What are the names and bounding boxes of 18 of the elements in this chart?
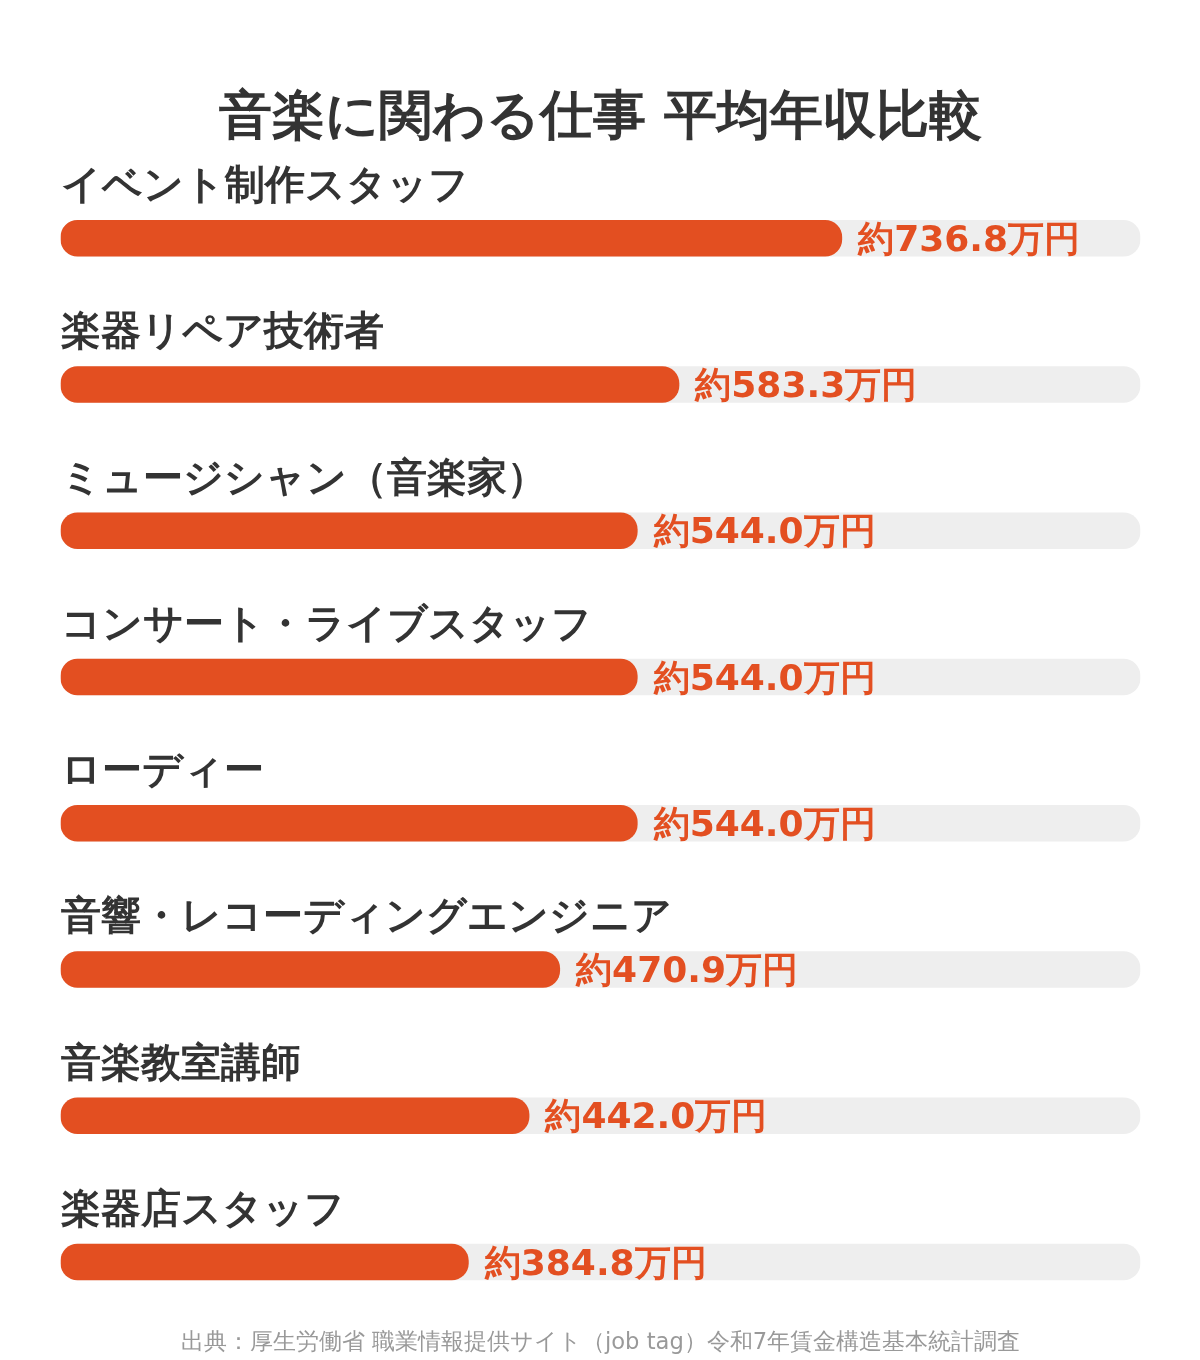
data-label: 約442.0万円 — [544, 1095, 768, 1137]
y-tick-label: 楽器リペア技術者 — [60, 307, 384, 354]
y-tick-label: 楽器店スタッフ — [60, 1184, 345, 1231]
y-tick-label: 音響・レコーディングエンジニア — [60, 892, 672, 939]
data-label: 約470.9万円 — [575, 949, 798, 990]
data-label: 約384.8万円 — [483, 1241, 707, 1283]
data-label: 約736.8万円 — [857, 217, 1081, 259]
chart-title: 音楽に関わる仕事 平均年収比較 — [218, 82, 983, 146]
data-label: 約544.0万円 — [652, 802, 876, 844]
data-label: 約583.3万円 — [694, 364, 918, 405]
data-label: 約544.0万円 — [652, 510, 876, 552]
y-tick-label: ミュージシャン（音楽家） — [60, 453, 547, 500]
data-label: 約544.0万円 — [652, 656, 876, 698]
y-tick-label: ローディー — [60, 746, 264, 793]
y-tick-label: 音楽教室講師 — [60, 1038, 301, 1085]
y-tick-label: コンサート・ライブスタッフ — [60, 599, 592, 646]
y-tick-label: イベント制作スタッフ — [60, 161, 469, 208]
source-note: 出典：厚生労働省 職業情報提供サイト（job tag）令和7年賃金構造基本統計調査 — [180, 1327, 1021, 1354]
